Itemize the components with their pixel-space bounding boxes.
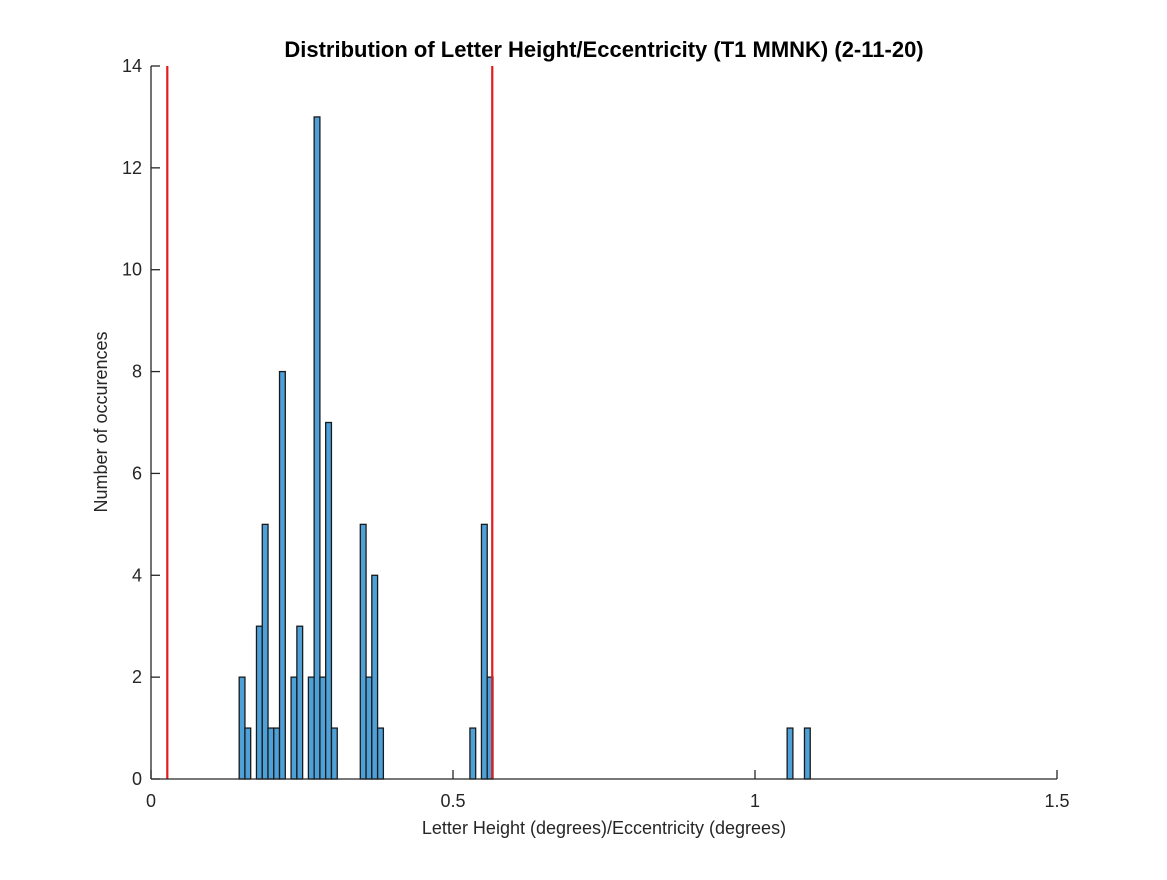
y-tick-label: 4: [132, 565, 142, 585]
histogram-bar: [273, 727, 281, 780]
axes-layer: [150, 66, 1057, 780]
histogram-bar: [786, 727, 794, 780]
y-tick-label: 0: [132, 769, 142, 789]
histogram-bar: [255, 625, 263, 780]
bars-layer: [238, 116, 811, 780]
chart-title: Distribution of Letter Height/Eccentrici…: [284, 37, 923, 62]
histogram-bar: [267, 727, 275, 780]
histogram-bar: [313, 116, 321, 780]
histogram-bar: [319, 676, 327, 780]
y-tick-label: 12: [122, 158, 142, 178]
histogram-bar: [803, 727, 811, 780]
y-tick-label: 2: [132, 667, 142, 687]
histogram-bar: [371, 574, 379, 780]
histogram-bar: [278, 370, 286, 780]
histogram-bar: [244, 727, 252, 780]
histogram-bar: [359, 523, 367, 780]
histogram-bar: [261, 523, 269, 780]
histogram-bar: [238, 676, 246, 780]
histogram-bar: [325, 421, 333, 780]
y-tick-label: 8: [132, 362, 142, 382]
y-tick-label: 14: [122, 56, 142, 76]
x-tick-label: 1: [750, 791, 760, 811]
histogram-bar: [290, 676, 298, 780]
histogram-bar: [330, 727, 338, 780]
y-tick-label: 10: [122, 260, 142, 280]
histogram-bar: [307, 676, 315, 780]
x-axis-label: Letter Height (degrees)/Eccentricity (de…: [422, 818, 786, 838]
ticks-layer: 0 2 4 6 8 10 12 14 0 0.5 1 1.5: [122, 56, 1070, 811]
x-tick-label: 0: [146, 791, 156, 811]
histogram-bar: [480, 523, 488, 780]
histogram-bar: [365, 676, 373, 780]
histogram-bar: [296, 625, 304, 780]
y-tick-label: 6: [132, 463, 142, 483]
y-axis-label: Number of occurences: [91, 331, 111, 512]
histogram-bar: [469, 727, 477, 780]
reference-lines-layer: [166, 66, 494, 779]
x-tick-label: 0.5: [440, 791, 465, 811]
x-tick-label: 1.5: [1044, 791, 1069, 811]
histogram-bar: [376, 727, 385, 780]
